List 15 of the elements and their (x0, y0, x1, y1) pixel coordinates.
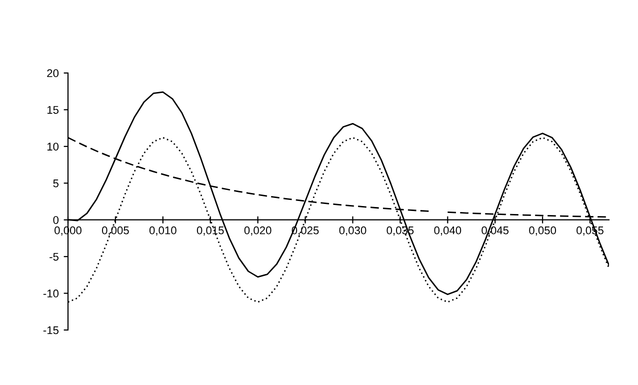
y-tick-label: 15 (47, 106, 59, 114)
x-tick-label: 0,040 (434, 226, 462, 236)
y-tick-label: -10 (43, 290, 59, 298)
y-tick-label: 0 (53, 216, 59, 224)
x-tick-label: 0,005 (102, 226, 129, 236)
y-tick-label: 20 (47, 69, 59, 78)
y-tick-label: 5 (53, 180, 59, 188)
x-tick-label: 0,030 (339, 226, 366, 236)
x-tick-label: 0,015 (196, 226, 224, 236)
y-tick-label: 10 (47, 142, 59, 151)
y-tick-label: -5 (50, 252, 59, 261)
x-tick-label: 0,010 (149, 226, 176, 236)
x-tick-label: 0,020 (244, 226, 272, 236)
x-tick-label: 0,050 (529, 226, 556, 236)
y-tick-label: -15 (43, 326, 59, 334)
